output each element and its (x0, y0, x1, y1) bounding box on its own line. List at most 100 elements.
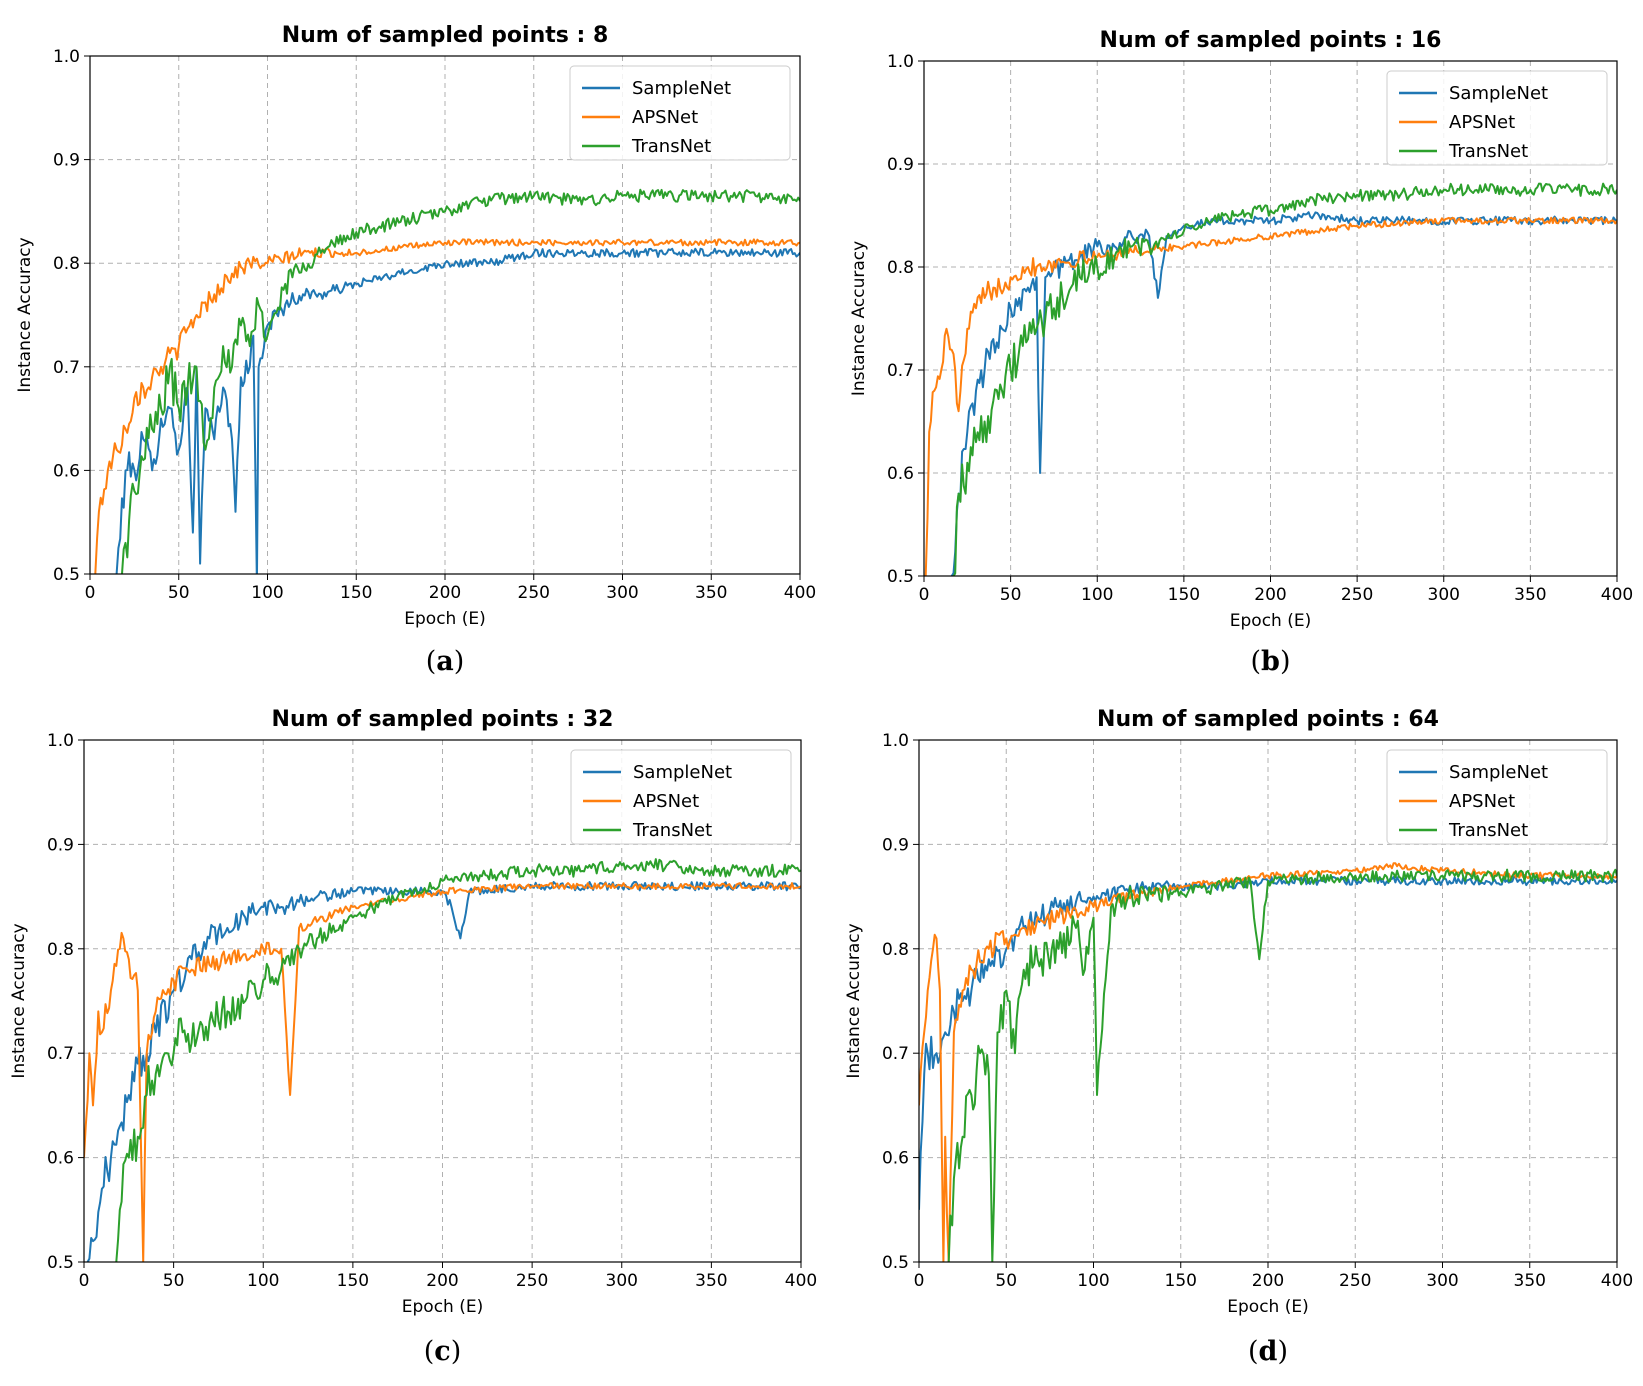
x-tick-label: 350 (1514, 1271, 1546, 1291)
y-axis-label: Instance Accuracy (844, 923, 864, 1078)
series-group (84, 858, 801, 1262)
x-tick-label: 250 (1339, 1271, 1371, 1291)
x-tick-label: 50 (168, 583, 190, 603)
x-tick-label: 0 (919, 585, 930, 605)
x-tick-label: 150 (1168, 585, 1200, 605)
legend-label-samplenet: SampleNet (633, 762, 732, 783)
x-tick-label: 100 (1081, 585, 1113, 605)
legend: SampleNet APSNet TransNet (570, 749, 792, 845)
x-tick-label: 100 (251, 583, 283, 603)
y-tick-label: 0.8 (887, 258, 914, 278)
x-tick-label: 150 (337, 1271, 369, 1291)
series-line-samplenet (950, 211, 1617, 576)
x-tick-label: 350 (1514, 585, 1546, 605)
legend-label-apsnet: APSNet (1449, 791, 1515, 812)
y-tick-label: 1.0 (887, 52, 914, 72)
chart-title: Num of sampled points : 32 (272, 707, 614, 732)
plot-frame (89, 55, 801, 575)
y-tick-label: 0.5 (887, 567, 914, 587)
x-tick-label: 350 (695, 1271, 727, 1291)
y-tick-label: 0.5 (53, 565, 80, 585)
legend-box (569, 65, 791, 161)
x-tick-label: 200 (429, 583, 461, 603)
x-tick-label: 250 (516, 1271, 548, 1291)
y-tick-label: 0.5 (882, 1253, 909, 1273)
x-tick-label: 50 (1000, 585, 1022, 605)
panel-caption: (d) (1248, 1336, 1288, 1367)
y-tick-label: 0.7 (47, 1044, 74, 1064)
y-tick-label: 0.8 (53, 254, 80, 274)
y-axis-label: Instance Accuracy (849, 241, 869, 396)
plot-frame (83, 739, 802, 1263)
legend-label-samplenet: SampleNet (1449, 762, 1548, 783)
y-axis-label: Instance Accuracy (9, 923, 29, 1078)
series-line-apsnet (94, 238, 800, 574)
series-line-transnet (121, 188, 800, 574)
legend-label-samplenet: SampleNet (1449, 83, 1548, 104)
x-tick-label: 250 (1341, 585, 1373, 605)
series-line-transnet (952, 182, 1617, 576)
x-tick-label: 300 (606, 1271, 638, 1291)
legend-label-transnet: TransNet (1448, 820, 1528, 841)
legend-box (1386, 70, 1608, 166)
legend: SampleNet APSNet TransNet (1386, 749, 1608, 845)
y-tick-label: 0.5 (47, 1253, 74, 1273)
x-tick-label: 300 (606, 583, 638, 603)
legend-label-apsnet: APSNet (633, 791, 699, 812)
x-axis-label: Epoch (E) (402, 1297, 483, 1317)
x-tick-label: 400 (1601, 585, 1633, 605)
series-line-samplenet (115, 247, 800, 574)
legend-label-apsnet: APSNet (632, 107, 698, 128)
series-line-apsnet (919, 862, 1617, 1262)
x-tick-label: 200 (1252, 1271, 1284, 1291)
legend-box (1386, 749, 1608, 845)
x-tick-label: 200 (426, 1271, 458, 1291)
chart-panel-a: 0 50 100 150 200 250 300 350 400 0.5 0.6 0.7 0.8 0.9 1… (15, 23, 816, 677)
y-tick-label: 0.9 (53, 151, 80, 171)
legend-label-transnet: TransNet (632, 820, 712, 841)
x-tick-label: 350 (695, 583, 727, 603)
y-tick-label: 1.0 (882, 731, 909, 751)
legend-label-transnet: TransNet (631, 136, 711, 157)
y-tick-label: 0.9 (47, 835, 74, 855)
y-tick-label: 0.6 (53, 461, 80, 481)
series-group (924, 182, 1617, 576)
x-tick-label: 400 (1601, 1271, 1633, 1291)
x-tick-label: 100 (1077, 1271, 1109, 1291)
y-tick-label: 0.8 (882, 940, 909, 960)
y-tick-label: 0.6 (47, 1149, 74, 1169)
x-tick-label: 0 (79, 1271, 90, 1291)
chart-panel-d: 0 50 100 150 200 250 300 350 400 0.5 0.6 0.7 0.8 0.9 1… (844, 707, 1633, 1367)
chart-title: Num of sampled points : 64 (1097, 707, 1439, 732)
series-line-transnet (947, 868, 1617, 1262)
legend-box (570, 749, 792, 845)
x-tick-label: 100 (247, 1271, 279, 1291)
chart-title: Num of sampled points : 8 (282, 23, 609, 48)
x-tick-label: 400 (784, 583, 816, 603)
y-tick-label: 0.8 (47, 940, 74, 960)
x-axis-label: Epoch (E) (1230, 611, 1311, 631)
y-tick-label: 0.7 (882, 1044, 909, 1064)
legend-label-apsnet: APSNet (1449, 112, 1515, 133)
plot-frame (918, 739, 1618, 1263)
x-tick-label: 300 (1426, 1271, 1458, 1291)
x-axis-label: Epoch (E) (404, 609, 485, 629)
y-tick-label: 0.7 (53, 358, 80, 378)
x-tick-label: 200 (1254, 585, 1286, 605)
y-tick-label: 0.9 (882, 835, 909, 855)
x-tick-label: 400 (785, 1271, 817, 1291)
chart-title: Num of sampled points : 16 (1100, 28, 1442, 53)
x-tick-label: 0 (914, 1271, 925, 1291)
series-group (919, 862, 1617, 1262)
x-tick-label: 300 (1428, 585, 1460, 605)
series-group (94, 188, 800, 574)
x-tick-label: 150 (340, 583, 372, 603)
y-tick-label: 1.0 (53, 47, 80, 67)
y-tick-label: 1.0 (47, 731, 74, 751)
x-axis-label: Epoch (E) (1227, 1297, 1308, 1317)
legend: SampleNet APSNet TransNet (1386, 70, 1608, 166)
y-tick-label: 0.9 (887, 155, 914, 175)
y-tick-label: 0.6 (887, 464, 914, 484)
legend-label-samplenet: SampleNet (632, 78, 731, 99)
